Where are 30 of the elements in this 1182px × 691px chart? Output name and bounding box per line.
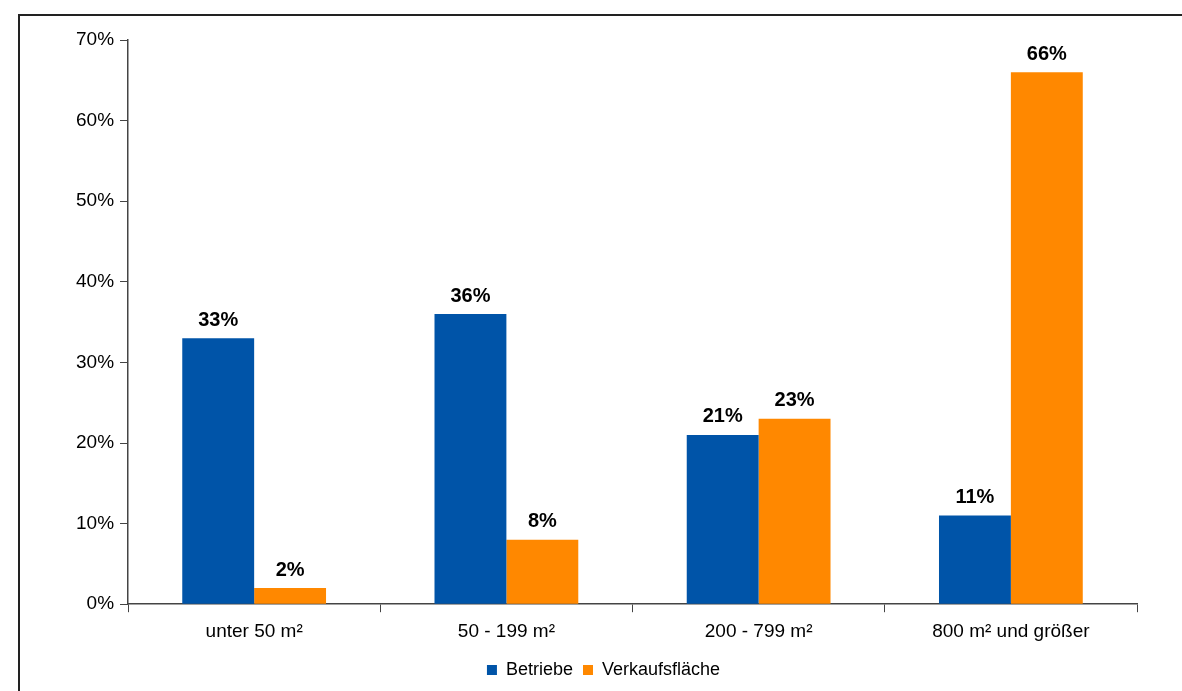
y-tick-label: 50% <box>76 189 115 211</box>
data-label: 66% <box>1026 41 1068 64</box>
x-tick-label: 200 - 799 m² <box>704 619 813 641</box>
bar <box>254 588 327 604</box>
legend-label: Verkaufsfläche <box>601 658 721 679</box>
bar <box>434 314 507 604</box>
data-label: 23% <box>774 388 815 411</box>
x-tick-label: 50 - 199 m² <box>457 619 555 641</box>
data-label: 11% <box>955 485 995 508</box>
y-tick-label: 10% <box>76 511 115 533</box>
y-tick-label: 0% <box>86 592 115 614</box>
x-tick-label: unter 50 m² <box>205 619 303 641</box>
y-tick-label: 60% <box>76 108 115 130</box>
y-tick-label: 70% <box>76 28 115 50</box>
bar <box>506 539 579 604</box>
data-label: 36% <box>450 283 491 306</box>
data-label: 21% <box>702 404 743 427</box>
bar <box>758 418 831 604</box>
data-label: 33% <box>198 307 239 330</box>
bar <box>1010 72 1083 604</box>
legend-label: Betriebe <box>505 658 573 679</box>
x-tick-label: 800 m² und größer <box>932 619 1091 641</box>
y-tick-label: 30% <box>76 350 115 372</box>
y-tick-label: 20% <box>76 431 115 453</box>
data-label: 8% <box>527 509 558 532</box>
data-label: 2% <box>275 557 305 580</box>
bar <box>182 338 255 604</box>
bar <box>686 434 759 604</box>
y-tick-label: 40% <box>76 270 115 292</box>
bar <box>938 515 1011 604</box>
